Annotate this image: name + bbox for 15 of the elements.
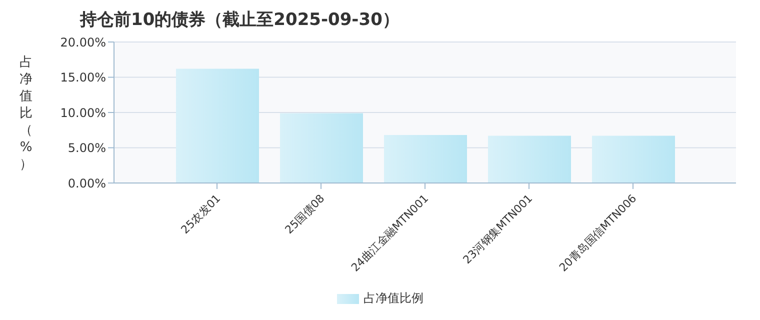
bar: [176, 68, 259, 183]
chart-title: 持仓前10的债券（截止至2025-09-30）: [80, 9, 400, 31]
legend-label: 占净值比例: [362, 290, 424, 307]
bar: [592, 136, 675, 183]
x-tick-label: 25农发01: [178, 192, 224, 236]
y-tick-label: 10.00%: [60, 106, 106, 120]
y-tick-label: 20.00%: [60, 35, 106, 50]
x-tick-label: 25国债08: [282, 192, 328, 236]
y-tick-label: 0.00%: [68, 176, 106, 190]
bar: [280, 113, 363, 183]
bar: [384, 135, 467, 183]
y-axis-title: 占净值比（%）: [18, 54, 34, 173]
bar: [488, 136, 571, 183]
y-tick-label: 5.00%: [68, 141, 106, 156]
y-tick-label: 15.00%: [60, 70, 106, 85]
